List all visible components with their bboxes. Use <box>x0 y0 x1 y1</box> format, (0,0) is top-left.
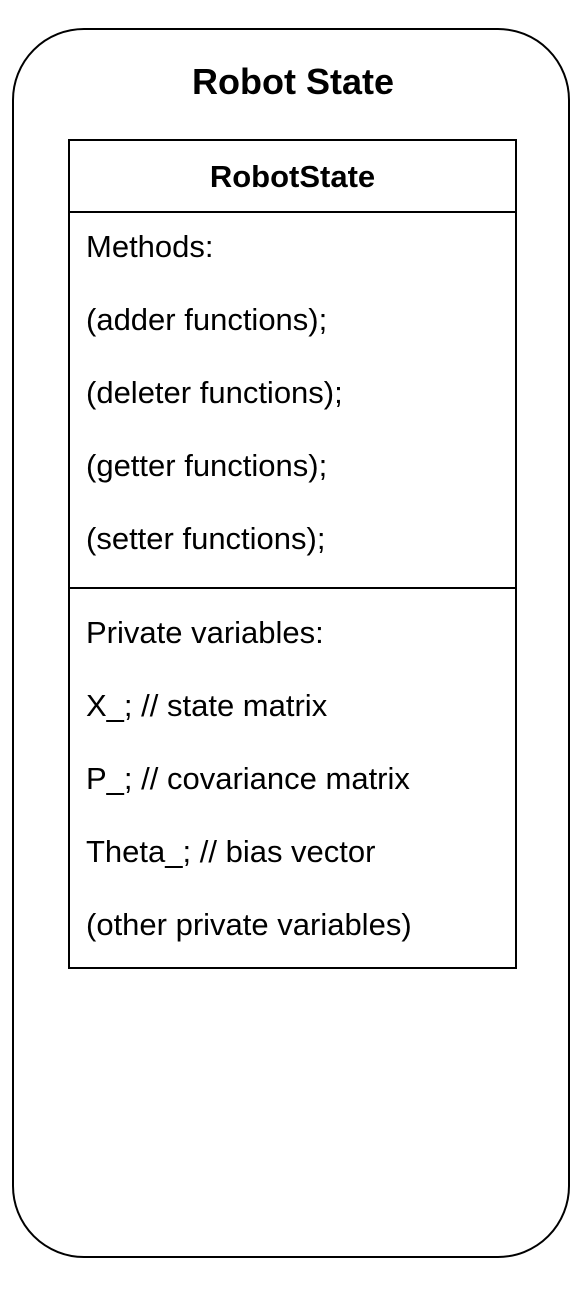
method-item: (getter functions); <box>86 448 328 483</box>
variable-item: Theta_; // bias vector <box>86 834 376 869</box>
container-title: Robot State <box>192 61 394 102</box>
method-item: (setter functions); <box>86 521 326 556</box>
methods-heading: Methods: <box>86 229 214 264</box>
variables-heading: Private variables: <box>86 615 324 650</box>
method-item: (adder functions); <box>86 302 328 337</box>
class-name: RobotState <box>70 141 515 213</box>
variable-item: (other private variables) <box>86 907 412 942</box>
robotstate-class-box: RobotState Methods: (adder functions); (… <box>68 139 517 969</box>
variable-item: P_; // covariance matrix <box>86 761 410 796</box>
methods-section: Methods: (adder functions); (deleter fun… <box>70 213 515 589</box>
variables-section: Private variables: X_; // state matrix P… <box>70 589 515 943</box>
variable-item: X_; // state matrix <box>86 688 328 723</box>
method-item: (deleter functions); <box>86 375 343 410</box>
